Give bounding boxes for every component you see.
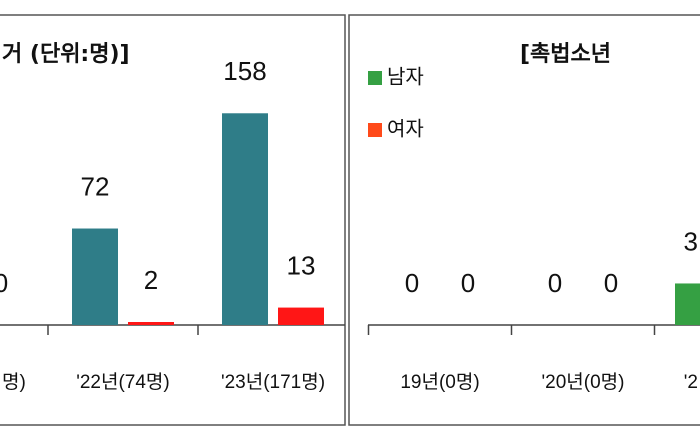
value-label: 0	[0, 268, 8, 298]
x-tick-label: '20년(0명)	[542, 371, 625, 393]
bar	[72, 228, 118, 325]
x-tick-label: '22년(74명)	[76, 371, 170, 393]
bar	[222, 113, 268, 325]
legend-label: 남자	[387, 65, 424, 89]
panel-frame	[348, 14, 700, 426]
value-label: 13	[287, 250, 316, 280]
legend-swatch	[368, 71, 382, 85]
panel-frame	[0, 14, 346, 426]
value-label: 0	[548, 268, 562, 298]
legend-swatch	[368, 123, 382, 137]
x-tick-label: '2	[684, 372, 698, 393]
bar	[675, 283, 700, 325]
value-label: 0	[461, 268, 475, 298]
value-label: 72	[81, 171, 110, 201]
left-chart: 거 (단위:명)] 명) 0 '22년(74명) 72 2 '23년(171명) 158 13	[0, 42, 345, 393]
value-label: 0	[604, 268, 618, 298]
bar	[278, 307, 324, 325]
x-tick-label: '23년(171명)	[221, 371, 325, 393]
x-tick-label: 19년(0명)	[400, 371, 479, 393]
value-label: 31	[684, 226, 700, 256]
value-label: 158	[223, 56, 266, 86]
chart-title: 거 (단위:명)]	[2, 42, 130, 67]
bar	[128, 322, 174, 325]
value-label: 0	[405, 268, 419, 298]
x-tick-label: 명)	[2, 371, 26, 393]
chart-title: [촉법소년	[520, 42, 611, 67]
legend-label: 여자	[387, 117, 424, 141]
value-label: 2	[144, 265, 158, 295]
